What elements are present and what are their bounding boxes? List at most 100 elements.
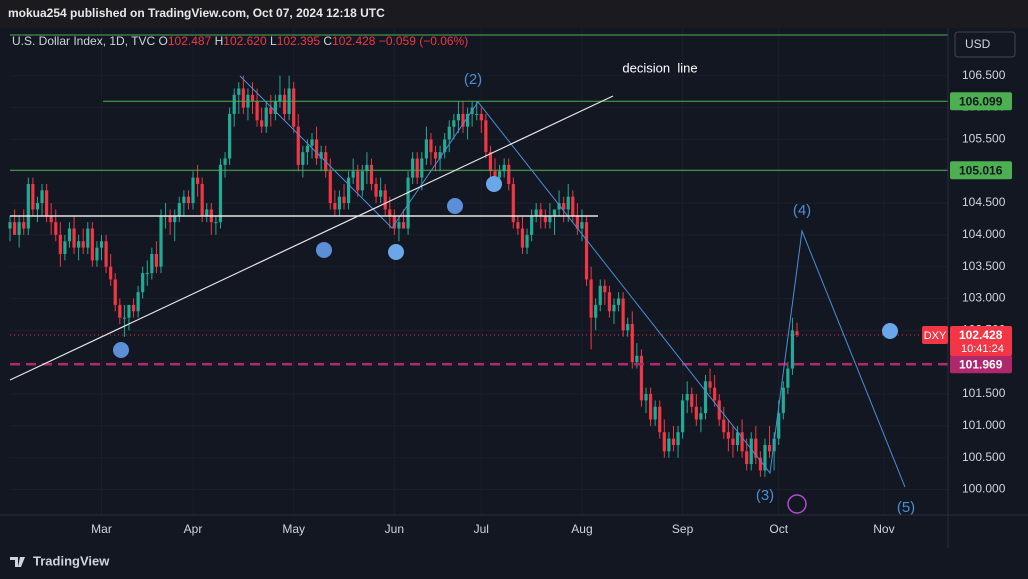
candle-body [644, 394, 648, 401]
candle-body [351, 171, 355, 178]
candle-body [228, 113, 232, 159]
candle-body [708, 381, 712, 388]
candle-body [635, 355, 639, 363]
candle-body [525, 234, 529, 248]
candle-body [86, 228, 90, 248]
candle-body [658, 406, 662, 433]
candle-body [122, 317, 126, 319]
candle-body [131, 304, 136, 312]
wave-drawing [239, 75, 906, 488]
candle-body [58, 234, 62, 254]
candle-body [136, 292, 140, 312]
candle-body [45, 190, 49, 216]
symbol-label: DXY [924, 330, 947, 342]
candle-body [703, 381, 708, 414]
candle-body [676, 432, 680, 445]
candle-body [475, 113, 479, 115]
candle-body [374, 183, 378, 197]
candle-body [520, 228, 525, 248]
candle-body [767, 444, 772, 452]
candle-body [566, 196, 570, 210]
candle-body [740, 432, 744, 452]
candle-body [31, 183, 35, 210]
y-tick-label: 101.000 [962, 418, 1006, 432]
candle-body [580, 222, 584, 229]
event-icon[interactable] [787, 494, 807, 514]
candle-body [433, 152, 438, 159]
candle-body [552, 209, 557, 216]
candle-body [575, 215, 579, 229]
candle-body [328, 171, 332, 204]
legend-change: −0.059 (−0.06%) [379, 34, 468, 48]
rocket-icon [316, 242, 332, 258]
wave-label: (5) [897, 499, 915, 516]
candle-body [722, 419, 726, 433]
candle-body [278, 94, 282, 102]
candle-body [360, 171, 364, 191]
currency-button[interactable] [954, 31, 1016, 58]
candle-body [571, 196, 575, 216]
candle-body [200, 183, 204, 216]
candle-body [717, 400, 721, 420]
candle-body [383, 190, 387, 210]
candle-body [346, 177, 351, 204]
ghost-icon [388, 244, 404, 260]
icons [113, 176, 898, 514]
last-price-label: 102.428 [959, 328, 1003, 342]
candle-body [264, 107, 268, 127]
candle-body [159, 215, 163, 267]
candle-body [401, 222, 406, 229]
candle-body [671, 438, 676, 445]
candle-body [8, 222, 12, 229]
candle-body [745, 451, 749, 465]
candle-body [626, 324, 630, 331]
candle-body [26, 183, 30, 229]
decision-label: decision line [622, 60, 697, 75]
legend-key: L [270, 34, 277, 48]
candle-body [690, 394, 694, 407]
candle-body [72, 228, 76, 248]
candle-body [420, 158, 424, 178]
candle-body [237, 88, 241, 95]
candle-body [648, 394, 653, 420]
candle-body [67, 228, 72, 242]
candle-body [379, 190, 383, 197]
candle-body [662, 432, 666, 452]
candle-body [109, 266, 113, 280]
candle-body [90, 228, 94, 261]
candle-body [456, 113, 461, 121]
x-tick-label: Mar [91, 522, 112, 536]
candle-body [63, 241, 67, 254]
candle-body [260, 120, 264, 127]
candle-body [726, 432, 730, 439]
candle-body [543, 215, 547, 223]
candle-body [415, 158, 419, 178]
candle-body [424, 139, 428, 159]
candle-body [99, 241, 104, 248]
candle-body [699, 413, 703, 420]
candle-body [250, 94, 255, 102]
candle-body [694, 406, 698, 420]
candle-body [273, 101, 277, 114]
candle-body [584, 222, 589, 280]
level-tag [950, 161, 1012, 180]
candle-body [488, 152, 493, 172]
candle-body [461, 113, 465, 127]
candle-body [113, 279, 117, 305]
level-label: 106.099 [959, 94, 1003, 108]
y-tick-label: 104.500 [962, 195, 1006, 209]
candle-body [177, 203, 181, 216]
candle-body [49, 215, 53, 223]
candle-body [607, 292, 612, 312]
ghost-icon [486, 176, 502, 192]
currency-label[interactable]: USD [965, 37, 991, 51]
legend-value: 102.428 [332, 34, 376, 48]
candle-body [749, 438, 753, 465]
candle-body [594, 304, 598, 318]
candle-body [507, 164, 511, 184]
candle-body [562, 203, 566, 210]
candle-body [758, 457, 762, 471]
candle-body [292, 88, 296, 127]
y-tick-label: 106.500 [962, 68, 1006, 82]
